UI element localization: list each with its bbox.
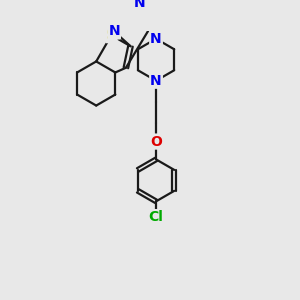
Text: O: O xyxy=(150,135,162,148)
Text: N: N xyxy=(108,24,120,38)
Text: Cl: Cl xyxy=(148,210,164,224)
Text: N: N xyxy=(134,0,146,10)
Text: S: S xyxy=(106,28,116,42)
Text: N: N xyxy=(150,32,162,46)
Text: N: N xyxy=(150,74,162,88)
